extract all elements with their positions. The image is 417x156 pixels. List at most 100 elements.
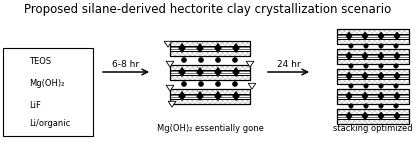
Polygon shape xyxy=(164,41,172,47)
Bar xyxy=(337,109,409,124)
Bar xyxy=(170,75,250,80)
Polygon shape xyxy=(362,72,368,80)
Bar xyxy=(337,49,409,54)
Polygon shape xyxy=(346,52,352,60)
Bar xyxy=(337,98,409,103)
Bar xyxy=(170,75,250,80)
Bar xyxy=(337,109,409,114)
Bar xyxy=(7,78,25,88)
Circle shape xyxy=(198,81,203,86)
Bar xyxy=(337,29,409,34)
Text: TEOS: TEOS xyxy=(29,58,51,66)
Bar xyxy=(337,119,409,124)
Circle shape xyxy=(233,81,238,86)
Circle shape xyxy=(379,64,383,68)
Bar xyxy=(170,51,250,56)
Bar xyxy=(337,29,409,34)
Polygon shape xyxy=(215,44,221,53)
Polygon shape xyxy=(248,83,256,89)
Bar xyxy=(170,64,250,70)
Bar xyxy=(337,58,409,63)
Circle shape xyxy=(349,104,353,108)
Polygon shape xyxy=(197,68,203,76)
Bar xyxy=(170,64,250,70)
Bar xyxy=(170,64,250,80)
Bar xyxy=(337,68,409,73)
Polygon shape xyxy=(362,112,368,120)
Circle shape xyxy=(216,58,221,63)
Bar xyxy=(337,88,409,103)
Circle shape xyxy=(394,84,398,88)
Bar xyxy=(3,48,93,136)
Bar xyxy=(337,68,409,73)
Bar xyxy=(337,73,409,78)
Bar xyxy=(7,78,25,88)
Polygon shape xyxy=(246,61,254,67)
Text: Li/organic: Li/organic xyxy=(29,119,70,129)
Circle shape xyxy=(394,44,398,48)
Bar xyxy=(337,114,409,119)
Circle shape xyxy=(379,84,383,88)
Bar xyxy=(170,46,250,51)
Bar xyxy=(337,49,409,54)
Bar xyxy=(337,78,409,83)
Circle shape xyxy=(233,58,238,63)
Circle shape xyxy=(181,81,186,86)
Polygon shape xyxy=(394,92,400,100)
Bar xyxy=(337,109,409,114)
Circle shape xyxy=(364,104,368,108)
Text: Mg(OH)₂ essentially gone: Mg(OH)₂ essentially gone xyxy=(156,124,264,133)
Polygon shape xyxy=(178,92,186,100)
Circle shape xyxy=(349,84,353,88)
Polygon shape xyxy=(394,32,400,40)
Polygon shape xyxy=(346,92,352,100)
Bar xyxy=(170,98,250,103)
Bar xyxy=(170,88,250,103)
Bar xyxy=(337,119,409,124)
Circle shape xyxy=(379,44,383,48)
Bar xyxy=(337,29,409,44)
Bar xyxy=(337,98,409,103)
Polygon shape xyxy=(233,92,239,100)
Polygon shape xyxy=(362,52,368,60)
Polygon shape xyxy=(378,112,384,120)
Bar xyxy=(337,34,409,39)
Bar xyxy=(337,78,409,83)
Bar xyxy=(170,41,250,46)
Polygon shape xyxy=(378,32,384,40)
Circle shape xyxy=(394,64,398,68)
Bar xyxy=(337,93,409,98)
Circle shape xyxy=(198,58,203,63)
Bar xyxy=(337,54,409,58)
Bar xyxy=(337,88,409,93)
Circle shape xyxy=(349,64,353,68)
Circle shape xyxy=(181,58,186,63)
Bar xyxy=(170,51,250,56)
Bar xyxy=(337,93,409,98)
Text: LiF: LiF xyxy=(29,100,41,110)
Polygon shape xyxy=(394,72,400,80)
Polygon shape xyxy=(362,32,368,40)
Polygon shape xyxy=(13,60,19,64)
Bar xyxy=(337,58,409,63)
Polygon shape xyxy=(378,92,384,100)
Text: 6-8 hr: 6-8 hr xyxy=(113,60,140,69)
Bar xyxy=(337,73,409,78)
Bar xyxy=(337,88,409,93)
Bar xyxy=(337,114,409,119)
Polygon shape xyxy=(178,68,186,76)
Polygon shape xyxy=(233,44,239,53)
Polygon shape xyxy=(166,85,174,91)
Text: stacking optimized: stacking optimized xyxy=(333,124,413,133)
Bar xyxy=(170,70,250,75)
Circle shape xyxy=(349,44,353,48)
Polygon shape xyxy=(215,92,221,100)
Circle shape xyxy=(216,81,221,86)
Text: Proposed silane-derived hectorite clay crystallization scenario: Proposed silane-derived hectorite clay c… xyxy=(24,3,392,16)
Bar xyxy=(170,93,250,98)
Polygon shape xyxy=(378,52,384,60)
Bar xyxy=(337,68,409,83)
Circle shape xyxy=(364,64,368,68)
Polygon shape xyxy=(394,52,400,60)
Polygon shape xyxy=(166,61,174,67)
